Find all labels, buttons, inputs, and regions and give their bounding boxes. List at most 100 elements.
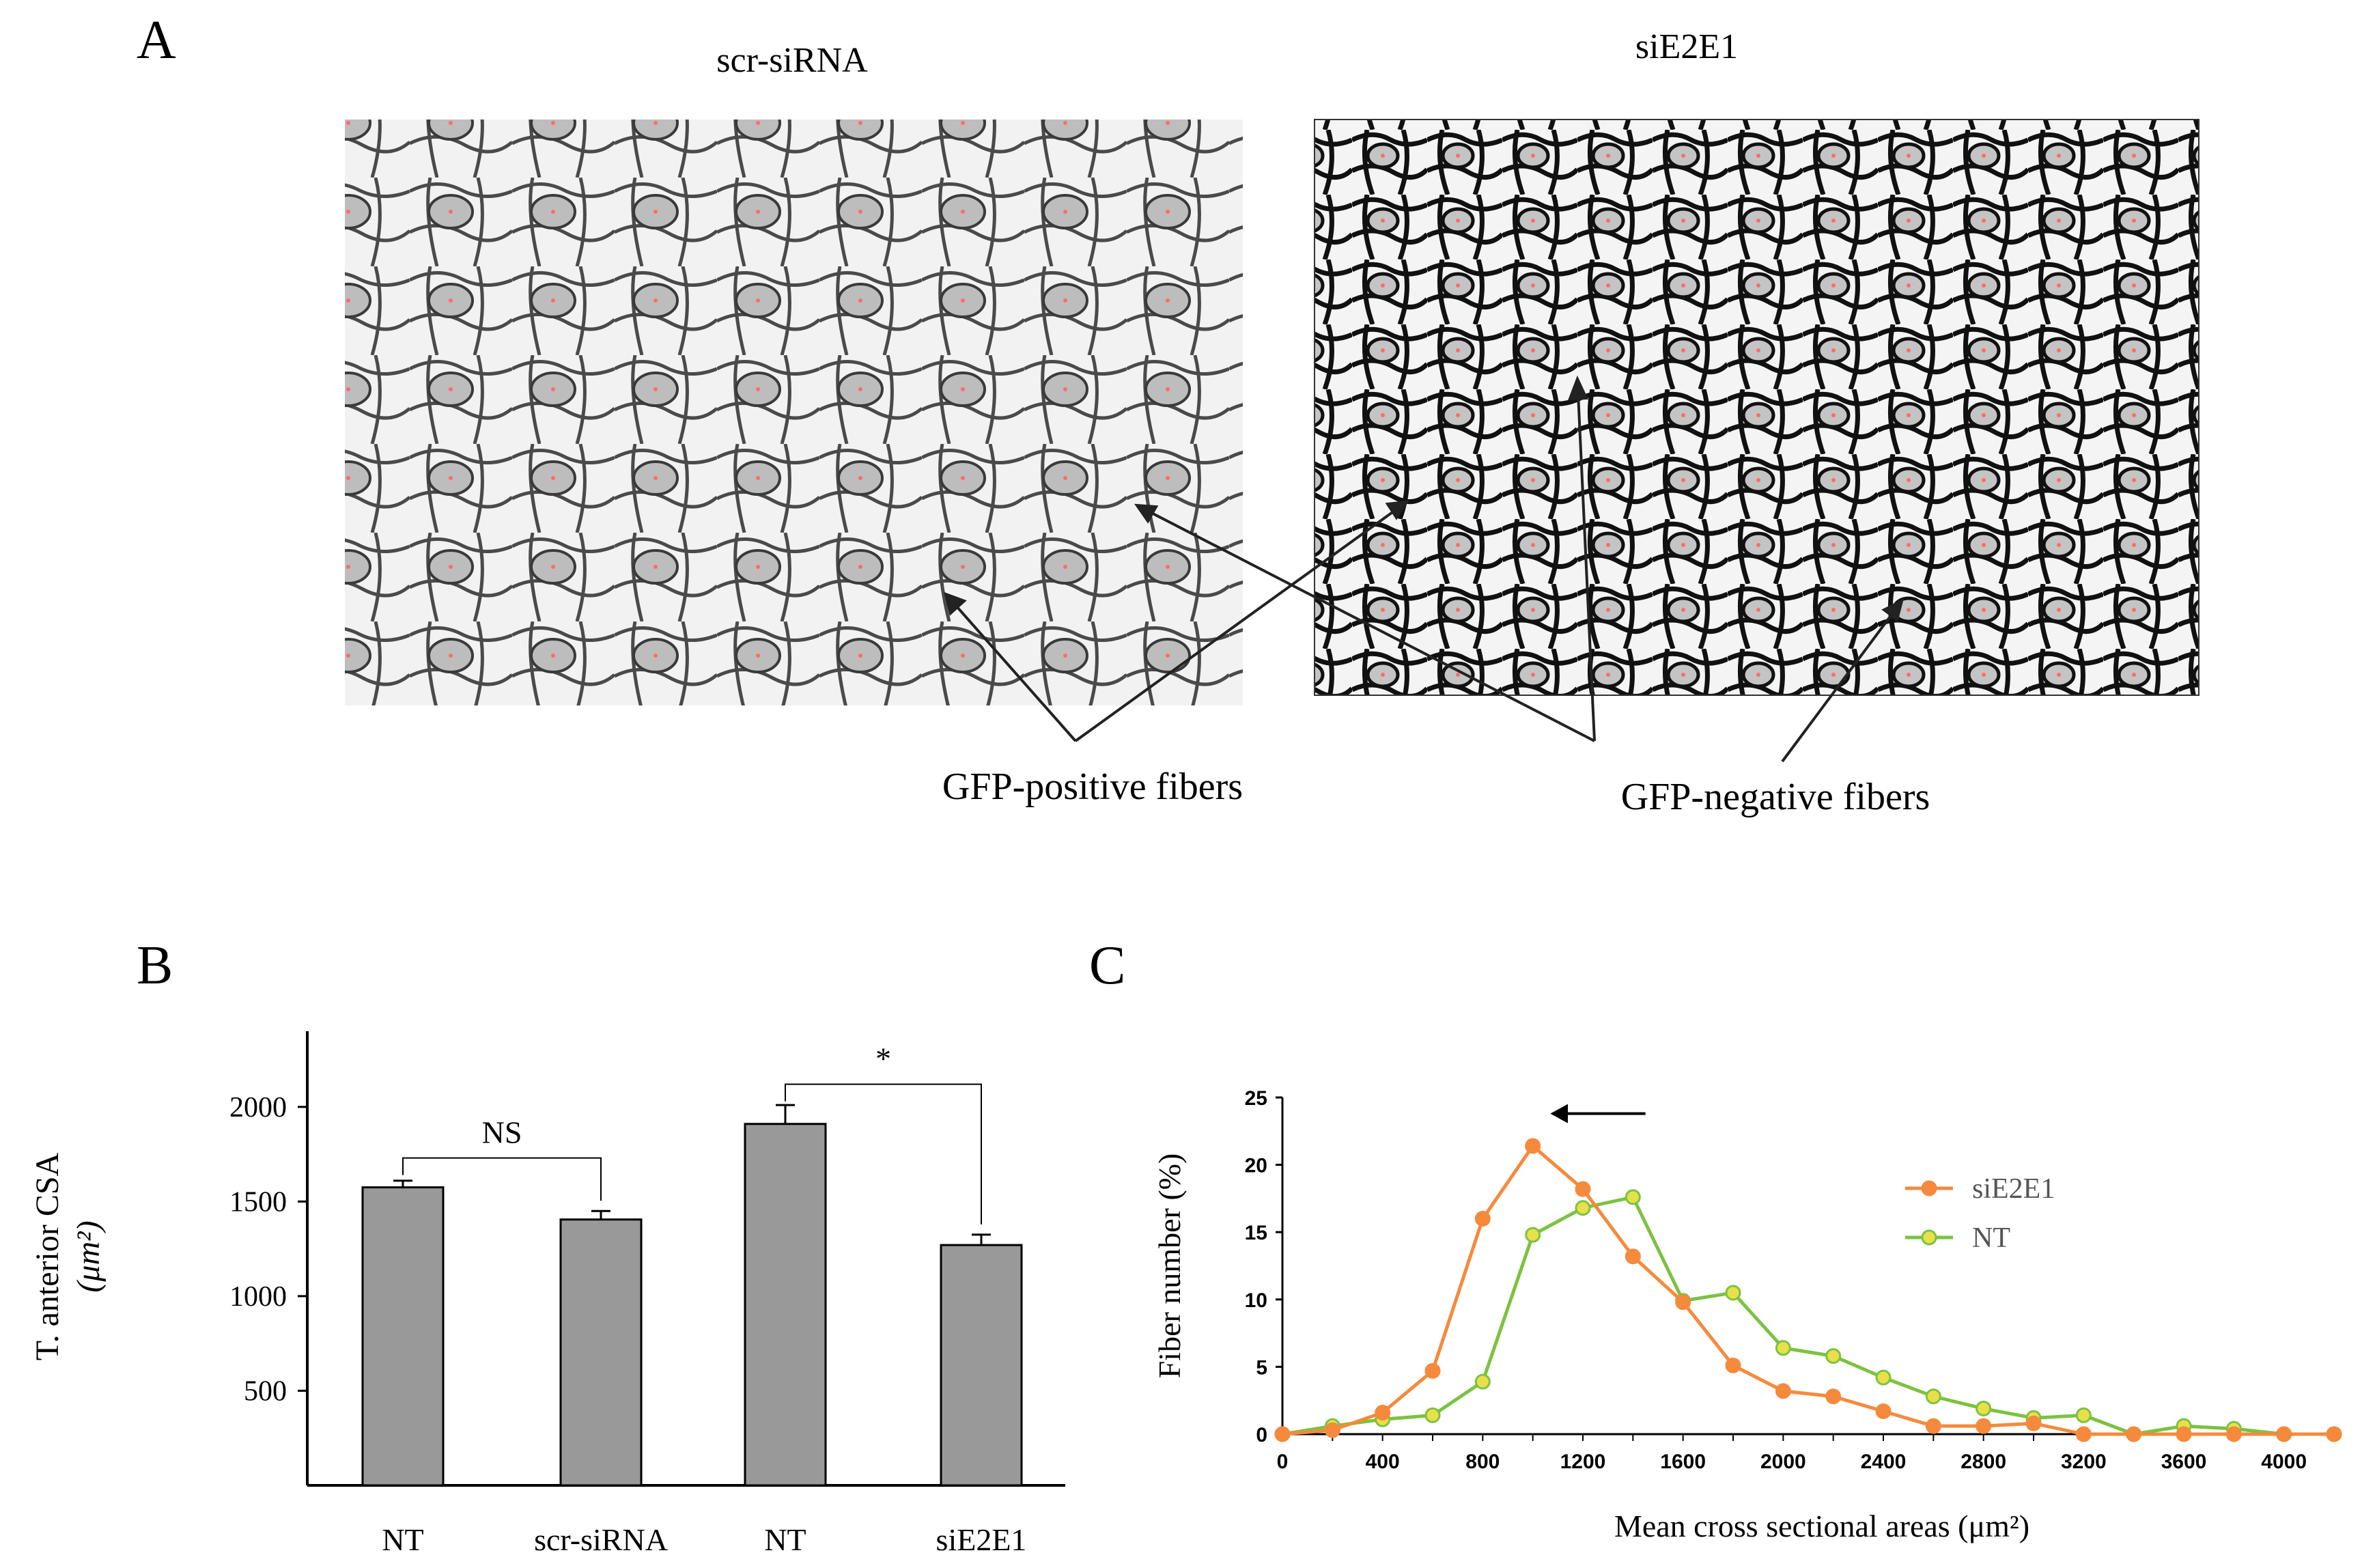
scr-sirna-image-title: scr-siRNA bbox=[716, 41, 868, 80]
data-point-siE2E1 bbox=[1675, 1294, 1691, 1311]
data-point-siE2E1 bbox=[1474, 1210, 1491, 1227]
bar bbox=[940, 1244, 1023, 1487]
x-tick-label: 2000 bbox=[1760, 1451, 1806, 1473]
data-point-siE2E1 bbox=[2225, 1426, 2242, 1442]
data-point-siE2E1 bbox=[1274, 1426, 1291, 1442]
line-chart-legend: siE2E1 NT bbox=[1905, 1173, 2055, 1254]
data-point-siE2E1 bbox=[2326, 1426, 2342, 1442]
data-point-NT bbox=[1775, 1340, 1791, 1356]
data-point-NT bbox=[1825, 1348, 1842, 1364]
gfp-positive-label: GFP-positive fibers bbox=[942, 766, 1243, 808]
x-tick-label: 2800 bbox=[1961, 1451, 2006, 1473]
y-axis-label: Fiber number (%) bbox=[1152, 1153, 1187, 1379]
bar bbox=[559, 1218, 643, 1487]
data-point-NT bbox=[1525, 1227, 1541, 1243]
y-tick-label: 20 bbox=[1245, 1155, 1267, 1177]
legend-label: siE2E1 bbox=[1972, 1173, 2055, 1205]
series-line-NT bbox=[1282, 1195, 2334, 1436]
bar bbox=[744, 1123, 827, 1487]
significance-bracket bbox=[402, 1157, 602, 1201]
bar-chart-bars bbox=[361, 1104, 1023, 1487]
x-tick-label: 1600 bbox=[1660, 1451, 1706, 1473]
significance-bracket bbox=[785, 1083, 982, 1224]
data-point-siE2E1 bbox=[2126, 1426, 2142, 1442]
x-tick-label: 400 bbox=[1366, 1451, 1400, 1473]
y-tick-label: 10 bbox=[1245, 1289, 1267, 1312]
data-point-NT bbox=[1976, 1401, 1992, 1417]
data-point-siE2E1 bbox=[1775, 1383, 1791, 1399]
x-category-label: NT bbox=[764, 1522, 806, 1557]
y-tick-label: 25 bbox=[1245, 1087, 1267, 1110]
shift-arrow-head bbox=[1550, 1104, 1568, 1123]
x-tick-label: 3200 bbox=[2061, 1451, 2107, 1473]
panel-c-letter: C bbox=[1089, 936, 1125, 996]
y-axis-label: T. anterior CSA bbox=[29, 1152, 66, 1360]
data-point-NT bbox=[1424, 1407, 1441, 1423]
bar-chart-csa: 500 1000 1500 2000 T. anterior CSA (μm²) NT sc… bbox=[29, 1031, 1065, 1557]
y-tick-label: 5 bbox=[1256, 1356, 1267, 1379]
data-point-siE2E1 bbox=[1976, 1418, 1992, 1434]
data-point-siE2E1 bbox=[1424, 1362, 1441, 1379]
arrow-negative-middle bbox=[1576, 378, 1596, 742]
data-point-NT bbox=[1575, 1200, 1591, 1216]
x-tick-label: 1200 bbox=[1560, 1451, 1606, 1473]
data-point-NT bbox=[1474, 1373, 1491, 1390]
x-category-label: NT bbox=[382, 1522, 423, 1557]
data-point-siE2E1 bbox=[1875, 1403, 1892, 1419]
data-point-siE2E1 bbox=[1625, 1248, 1641, 1265]
data-point-NT bbox=[2075, 1407, 2092, 1423]
line-chart-axes: 0 5 10 15 20 25 0 400 800 1200 1600 2000 2400 2800 320… bbox=[1152, 1087, 2335, 1543]
y-tick-label: 1000 bbox=[229, 1281, 287, 1313]
data-point-siE2E1 bbox=[2276, 1426, 2292, 1442]
y-tick-label: 500 bbox=[244, 1375, 287, 1407]
y-tick-label: 1500 bbox=[229, 1186, 287, 1218]
data-point-siE2E1 bbox=[1525, 1138, 1541, 1154]
data-point-siE2E1 bbox=[1925, 1418, 1941, 1434]
x-category-label: siE2E1 bbox=[936, 1522, 1027, 1557]
legend-marker bbox=[1921, 1229, 1937, 1246]
data-point-siE2E1 bbox=[1825, 1388, 1842, 1405]
data-point-siE2E1 bbox=[1575, 1181, 1591, 1197]
y-tick-label: 15 bbox=[1245, 1222, 1267, 1244]
panel-b-letter: B bbox=[137, 936, 173, 996]
bar-chart-axes: 500 1000 1500 2000 T. anterior CSA (μm²) bbox=[29, 1031, 1065, 1487]
arrow-negative-left bbox=[1136, 504, 1595, 742]
data-point-NT bbox=[1925, 1388, 1941, 1405]
arrow-negative-right bbox=[1781, 600, 1903, 763]
y-tick-label: 0 bbox=[1256, 1424, 1267, 1446]
data-point-siE2E1 bbox=[2025, 1415, 2042, 1431]
bar bbox=[361, 1186, 445, 1487]
y-axis-unit: (μm²) bbox=[70, 1220, 107, 1292]
annotation-arrows bbox=[944, 375, 1905, 763]
scr-sirna-micrograph bbox=[345, 120, 1243, 705]
data-point-siE2E1 bbox=[1324, 1422, 1340, 1438]
x-tick-label: 4000 bbox=[2261, 1451, 2307, 1473]
data-point-NT bbox=[1725, 1285, 1741, 1301]
sie2e1-micrograph bbox=[1314, 119, 2200, 696]
gfp-negative-label: GFP-negative fibers bbox=[1621, 776, 1930, 818]
arrow-positive-right bbox=[1074, 501, 1408, 742]
data-point-siE2E1 bbox=[2176, 1426, 2192, 1442]
data-point-siE2E1 bbox=[1375, 1404, 1391, 1420]
x-tick-label: 0 bbox=[1277, 1451, 1289, 1473]
series-line-siE2E1 bbox=[1282, 1143, 2334, 1436]
data-point-NT bbox=[1625, 1189, 1641, 1205]
arrow-positive-left bbox=[944, 593, 1077, 742]
x-tick-label: 2400 bbox=[1861, 1451, 1907, 1473]
significance-label: NS bbox=[482, 1115, 522, 1150]
panel-a-letter: A bbox=[137, 10, 176, 70]
line-chart-series bbox=[1274, 1104, 2342, 1442]
sie2e1-image-title: siE2E1 bbox=[1635, 27, 1738, 66]
significance-label: * bbox=[875, 1041, 891, 1076]
data-point-NT bbox=[1875, 1369, 1892, 1386]
legend-label: NT bbox=[1972, 1222, 2010, 1254]
data-point-siE2E1 bbox=[2075, 1426, 2092, 1442]
legend-marker bbox=[1921, 1180, 1937, 1196]
x-tick-label: 800 bbox=[1465, 1451, 1500, 1473]
x-category-label: scr-siRNA bbox=[534, 1522, 668, 1557]
data-point-siE2E1 bbox=[1725, 1357, 1741, 1373]
bar-chart-labels: NT scr-siRNA NT siE2E1 NS * bbox=[382, 1041, 1026, 1557]
x-axis-label: Mean cross sectional areas (μm²) bbox=[1614, 1509, 2029, 1543]
x-tick-label: 3600 bbox=[2161, 1451, 2207, 1473]
